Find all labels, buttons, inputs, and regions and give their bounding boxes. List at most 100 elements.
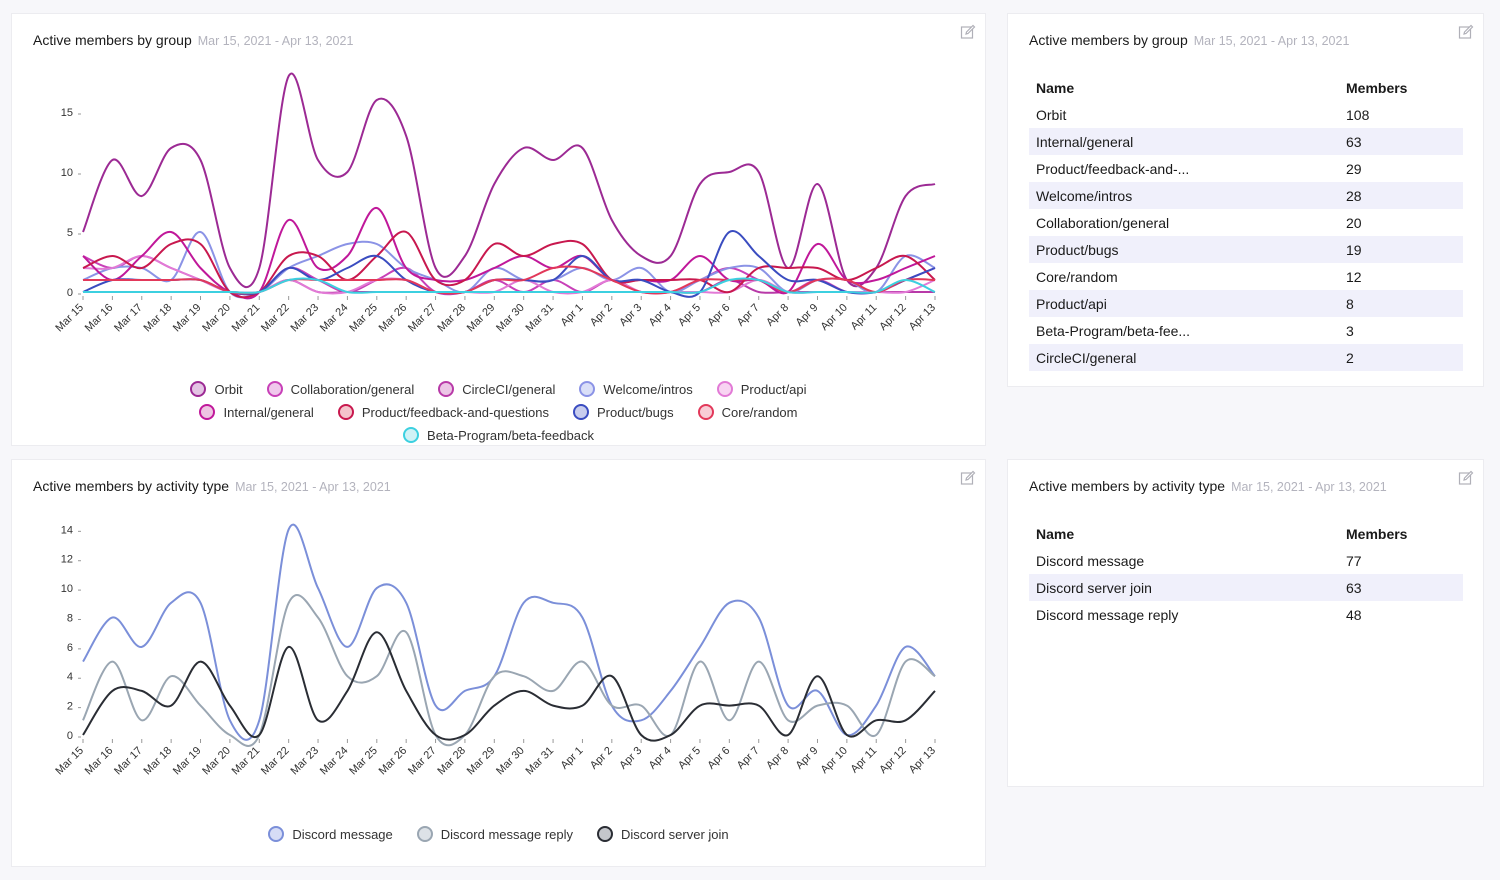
series-line-discord-message-reply[interactable] xyxy=(82,594,936,747)
legend-label: CircleCI/general xyxy=(462,381,556,397)
edit-icon[interactable] xyxy=(1458,24,1474,40)
cell-members: 20 xyxy=(1346,214,1362,231)
groups-chart-panel: Active members by group Mar 15, 2021 - Ap… xyxy=(11,13,986,446)
legend-swatch xyxy=(716,381,733,397)
legend-item[interactable]: Product/bugs xyxy=(573,404,674,420)
table-row[interactable]: Product/bugs 19 xyxy=(1029,236,1463,263)
legend-item[interactable]: Core/random xyxy=(697,404,798,420)
panel-title: Active members by group Mar 15, 2021 - Ap… xyxy=(1029,32,1349,48)
x-tick-label: Apr 3 xyxy=(617,302,644,329)
x-tick-label: Mar 27 xyxy=(406,302,439,335)
x-tick-label: Apr 13 xyxy=(907,302,938,333)
cell-members: 29 xyxy=(1346,160,1362,177)
legend-item[interactable]: Product/api xyxy=(716,381,807,397)
x-tick-label: Mar 28 xyxy=(435,302,468,335)
legend-item[interactable]: CircleCI/general xyxy=(438,381,555,397)
cell-members: 12 xyxy=(1346,268,1362,285)
legend-label: Product/api xyxy=(740,381,807,397)
cell-members: 48 xyxy=(1346,606,1362,623)
table-row[interactable]: Internal/general 63 xyxy=(1029,128,1463,155)
x-tick-label: Apr 5 xyxy=(676,302,703,329)
groups-legend: Orbit Collaboration/general CircleCI/gener… xyxy=(12,381,985,450)
table-row[interactable]: Discord message 77 xyxy=(1029,547,1463,574)
legend-item[interactable]: Welcome/intros xyxy=(579,381,693,397)
legend-label: Internal/general xyxy=(223,404,314,420)
column-header-members[interactable]: Members xyxy=(1346,79,1408,96)
x-tick-label: Apr 10 xyxy=(819,302,850,333)
x-tick-label: Mar 15 xyxy=(53,302,86,335)
legend-item[interactable]: Beta-Program/beta-feedback xyxy=(403,427,594,443)
table-row[interactable]: Welcome/intros 28 xyxy=(1029,182,1463,209)
x-tick-label: Apr 6 xyxy=(705,745,732,772)
edit-icon[interactable] xyxy=(960,470,976,486)
legend-item[interactable]: Discord message reply xyxy=(416,826,573,842)
chart-title: Active members by group xyxy=(33,32,192,48)
cell-members: 77 xyxy=(1346,552,1362,569)
table-row[interactable]: Discord server join 63 xyxy=(1029,574,1463,601)
cell-members: 63 xyxy=(1339,574,1463,601)
series-line-discord-server-join[interactable] xyxy=(82,631,936,742)
x-tick-label: Apr 11 xyxy=(849,302,880,333)
x-tick-label: Apr 5 xyxy=(676,745,703,772)
legend-swatch xyxy=(697,404,714,420)
table-row[interactable]: Collaboration/general 20 xyxy=(1029,209,1463,236)
x-tick-label: Apr 12 xyxy=(877,302,908,333)
series-line-discord-message[interactable] xyxy=(82,523,936,741)
x-tick-label: Mar 24 xyxy=(318,745,351,778)
legend-item[interactable]: Collaboration/general xyxy=(266,381,414,397)
table-row[interactable]: Orbit 108 xyxy=(1029,101,1463,128)
date-range: Mar 15, 2021 - Apr 13, 2021 xyxy=(197,34,354,48)
legend-swatch xyxy=(438,381,455,397)
y-tick-label: 10 xyxy=(61,167,73,179)
date-range: Mar 15, 2021 - Apr 13, 2021 xyxy=(235,480,391,494)
legend-swatch xyxy=(268,826,285,842)
column-header-name[interactable]: Name xyxy=(1036,79,1075,96)
series-line-collaboration-general[interactable] xyxy=(82,255,936,296)
x-tick-label: Apr 8 xyxy=(764,745,791,772)
edit-icon[interactable] xyxy=(960,24,976,40)
cell-name: Collaboration/general xyxy=(1036,214,1170,231)
legend-item[interactable]: Discord message xyxy=(268,826,393,842)
x-tick-label: Apr 9 xyxy=(794,302,821,329)
legend-item[interactable]: Orbit xyxy=(190,381,243,397)
legend-swatch xyxy=(266,381,283,397)
chart-title: Active members by activity type xyxy=(33,478,230,494)
legend-swatch xyxy=(190,381,207,397)
x-tick-label: Mar 25 xyxy=(347,745,380,778)
series-line-welcome-intros[interactable] xyxy=(82,231,936,299)
cell-members: 28 xyxy=(1339,182,1463,209)
legend-item[interactable]: Discord server join xyxy=(597,826,729,842)
y-tick-label: 8 xyxy=(67,612,73,624)
y-tick-label: 0 xyxy=(67,287,73,299)
column-header-members[interactable]: Members xyxy=(1346,525,1408,542)
x-tick-label: Mar 29 xyxy=(465,302,498,335)
x-tick-label: Mar 29 xyxy=(465,745,498,778)
x-tick-label: Mar 31 xyxy=(523,745,556,778)
cell-members: 2 xyxy=(1339,344,1463,371)
series-line-beta-program-beta-feedback[interactable] xyxy=(83,277,936,294)
edit-icon[interactable] xyxy=(1458,470,1474,486)
y-tick-label: 4 xyxy=(67,671,73,683)
y-tick-label: 15 xyxy=(61,107,73,119)
column-header-name[interactable]: Name xyxy=(1036,525,1075,542)
table-row[interactable]: Product/api 8 xyxy=(1029,290,1463,317)
x-tick-label: Apr 1 xyxy=(558,745,585,772)
legend-item[interactable]: Internal/general xyxy=(199,404,314,420)
x-tick-label: Mar 23 xyxy=(288,745,321,778)
x-tick-label: Apr 12 xyxy=(877,745,908,776)
table-row[interactable]: Core/random 12 xyxy=(1029,263,1463,290)
x-tick-label: Mar 24 xyxy=(318,302,351,335)
x-tick-label: Mar 21 xyxy=(230,745,263,778)
table-row[interactable]: Product/feedback-and-... 29 xyxy=(1029,155,1463,182)
x-tick-label: Mar 30 xyxy=(494,745,527,778)
table-row[interactable]: CircleCI/general 2 xyxy=(1029,344,1463,371)
series-line-orbit[interactable] xyxy=(82,72,936,289)
x-tick-label: Mar 16 xyxy=(83,302,116,335)
y-tick-label: 0 xyxy=(67,730,73,742)
y-tick-label: 6 xyxy=(67,642,73,654)
table-row[interactable]: Discord message reply 48 xyxy=(1029,601,1463,628)
cell-members: 19 xyxy=(1339,236,1463,263)
table-row[interactable]: Beta-Program/beta-fee... 3 xyxy=(1029,317,1463,344)
legend-item[interactable]: Product/feedback-and-questions xyxy=(337,404,549,420)
series-line-product-feedback-and-questions[interactable] xyxy=(82,230,936,299)
